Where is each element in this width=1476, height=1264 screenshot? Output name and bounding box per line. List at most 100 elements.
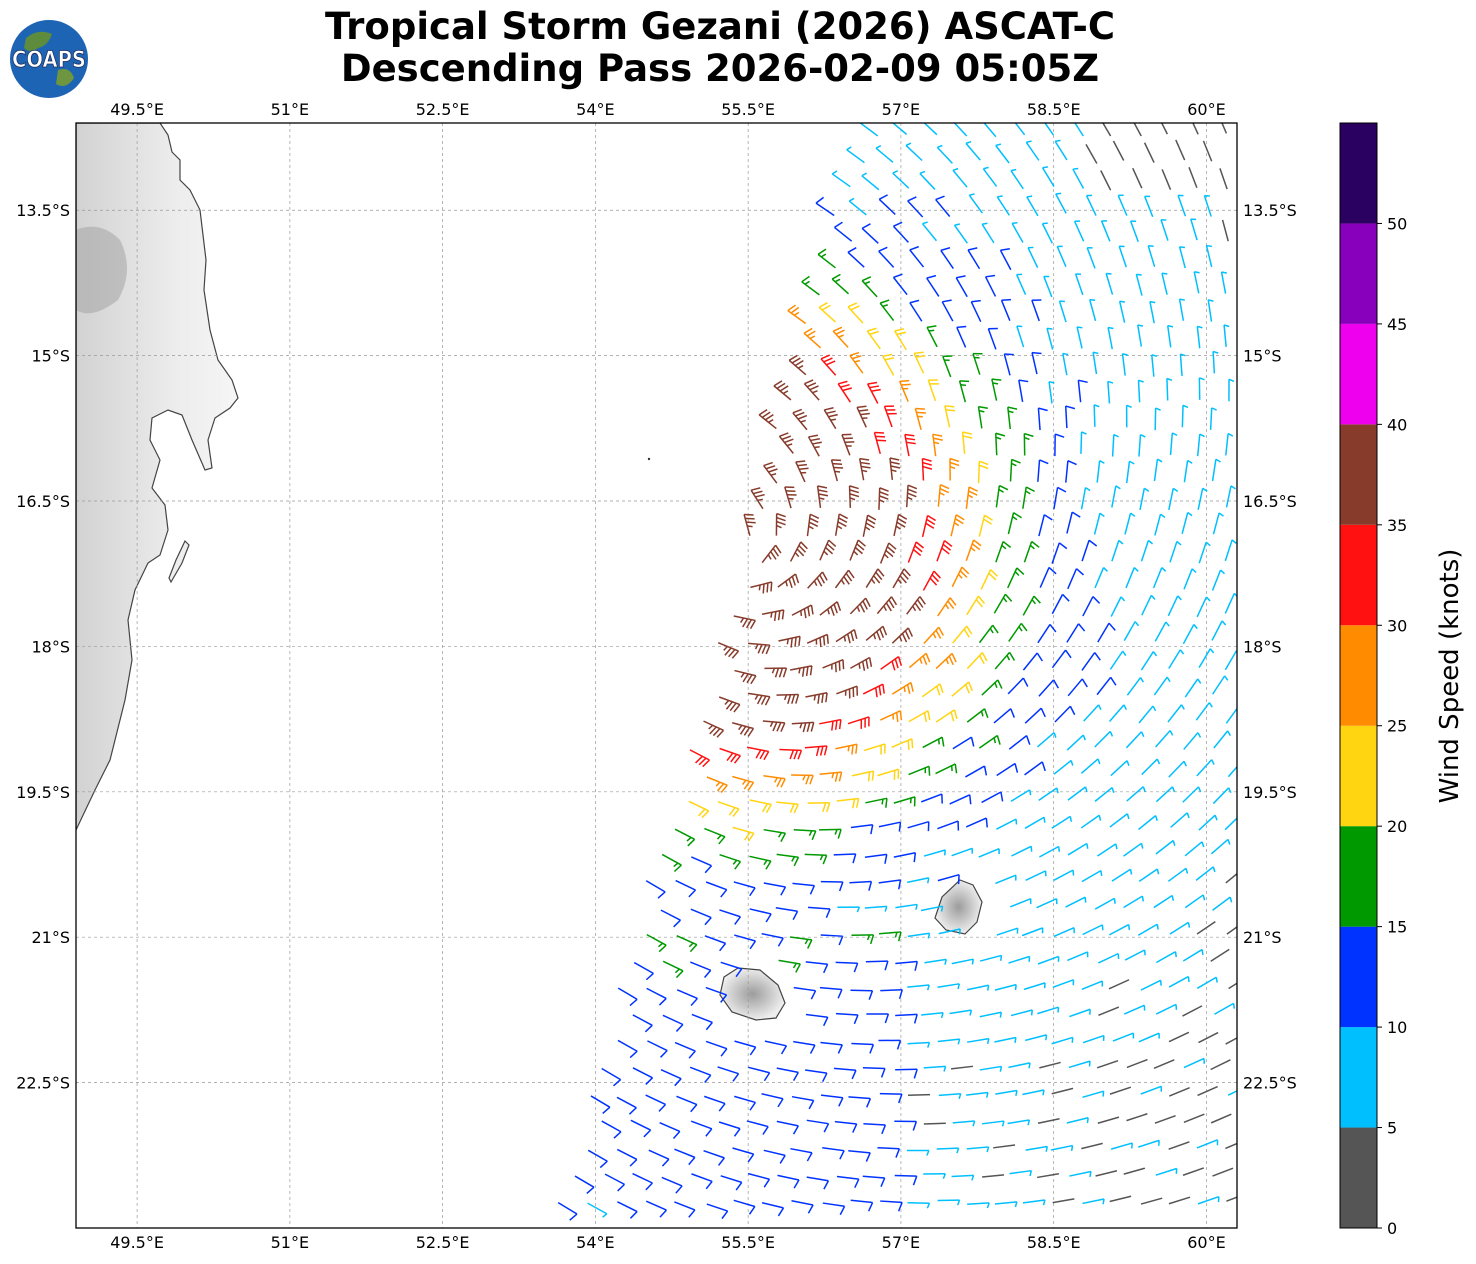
wind-barb <box>1051 815 1073 829</box>
wind-barb <box>905 484 918 508</box>
wind-barb <box>1196 921 1216 935</box>
wind-barb <box>1038 787 1059 801</box>
colorbar-tick-label: 25 <box>1387 717 1407 736</box>
wind-barb <box>1225 485 1236 508</box>
wind-barb <box>776 693 800 705</box>
wind-barb <box>862 514 877 537</box>
wind-barb <box>995 143 1010 164</box>
wind-barb <box>1184 894 1206 909</box>
wind-barb <box>1123 842 1144 857</box>
wind-barb <box>820 1041 843 1054</box>
lat-tick-label-right: 13.5°S <box>1243 201 1297 220</box>
lat-tick-label-right: 18°S <box>1243 637 1282 656</box>
wind-barb <box>979 1065 1003 1072</box>
wind-barb <box>1010 789 1032 803</box>
wind-barb <box>891 681 914 695</box>
wind-barb <box>864 905 888 912</box>
wind-barb <box>1052 1198 1075 1204</box>
wind-barb <box>1220 271 1227 294</box>
wind-barb <box>690 961 712 979</box>
wind-barbs-layer <box>557 123 1237 1221</box>
wind-barb <box>1039 845 1061 858</box>
wind-barb <box>1083 704 1102 722</box>
wind-barb <box>1022 595 1041 616</box>
wind-barb <box>1144 195 1154 218</box>
wind-barb <box>1086 247 1096 269</box>
wind-barb <box>906 877 930 884</box>
wind-barb <box>820 1094 844 1107</box>
wind-barb <box>822 1146 845 1160</box>
wind-barb <box>996 195 1011 216</box>
wind-barb <box>1081 1142 1103 1150</box>
wind-barb <box>720 961 743 978</box>
wind-barb <box>834 221 853 242</box>
wind-barb <box>863 743 886 755</box>
wind-barb <box>1023 540 1040 563</box>
wind-barb <box>704 935 727 952</box>
wind-barb <box>847 247 865 268</box>
wind-barb <box>958 380 970 403</box>
wind-barb <box>574 1175 595 1194</box>
wind-barb <box>1137 324 1144 347</box>
wind-barb <box>661 1176 683 1194</box>
lon-tick-label-bottom: 57°E <box>882 1233 920 1252</box>
wind-barb <box>1097 1116 1120 1124</box>
wind-barb <box>1082 596 1101 617</box>
wind-barb <box>820 354 837 376</box>
wind-barb <box>833 853 857 864</box>
wind-barb <box>1213 730 1231 749</box>
wind-barb <box>1108 979 1130 990</box>
wind-barb <box>778 635 801 648</box>
wind-barb <box>747 642 771 655</box>
wind-barb <box>675 879 697 898</box>
wind-barb <box>920 793 943 804</box>
wind-barb <box>1067 786 1088 801</box>
wind-barb <box>748 1066 771 1082</box>
wind-barb <box>1009 1169 1033 1177</box>
wind-barb <box>1094 730 1114 748</box>
wind-barb <box>706 1203 729 1220</box>
wind-barb <box>719 909 741 925</box>
wind-barb <box>1153 1059 1175 1070</box>
wind-barb <box>804 853 828 865</box>
wind-barb <box>1025 140 1040 161</box>
wind-barb <box>791 721 815 733</box>
wind-barb <box>1055 192 1067 214</box>
logo-text: COAPS <box>12 48 86 73</box>
wind-barb <box>966 708 989 723</box>
wind-barb <box>921 683 944 698</box>
wind-barb <box>994 983 1017 991</box>
wind-barb <box>1167 867 1189 882</box>
wind-barb <box>1031 299 1042 322</box>
lon-tick-label-bottom: 49.5°E <box>110 1233 164 1252</box>
wind-barb <box>1197 487 1208 510</box>
wind-barb <box>865 797 888 808</box>
wind-barb <box>1118 245 1127 268</box>
wind-barb <box>733 615 756 630</box>
wind-barb <box>1031 351 1042 375</box>
wind-barb <box>1096 460 1105 483</box>
wind-barb <box>1081 980 1104 991</box>
wind-barb <box>1140 1197 1163 1205</box>
wind-barb <box>1008 1062 1031 1069</box>
wind-barb <box>703 1095 726 1112</box>
wind-barb <box>978 734 1001 749</box>
wind-barb <box>894 328 907 351</box>
wind-barb <box>891 123 908 135</box>
lat-tick-label-right: 22.5°S <box>1243 1074 1297 1093</box>
wind-barb <box>1065 896 1087 908</box>
wind-barb <box>1037 1006 1060 1015</box>
wind-barb <box>1196 759 1215 777</box>
wind-barb <box>1105 272 1114 295</box>
wind-barb <box>1125 404 1132 428</box>
wind-barb <box>995 1089 1018 1096</box>
wind-barb <box>841 433 855 456</box>
wind-barb <box>1168 1141 1190 1150</box>
wind-barb <box>961 431 973 454</box>
wind-barb <box>820 934 844 946</box>
wind-barb <box>1022 1199 1046 1206</box>
wind-barb <box>818 302 837 323</box>
wind-barb <box>952 625 973 644</box>
lat-tick-label-left: 16.5°S <box>16 492 70 511</box>
wind-barb <box>1166 377 1173 401</box>
